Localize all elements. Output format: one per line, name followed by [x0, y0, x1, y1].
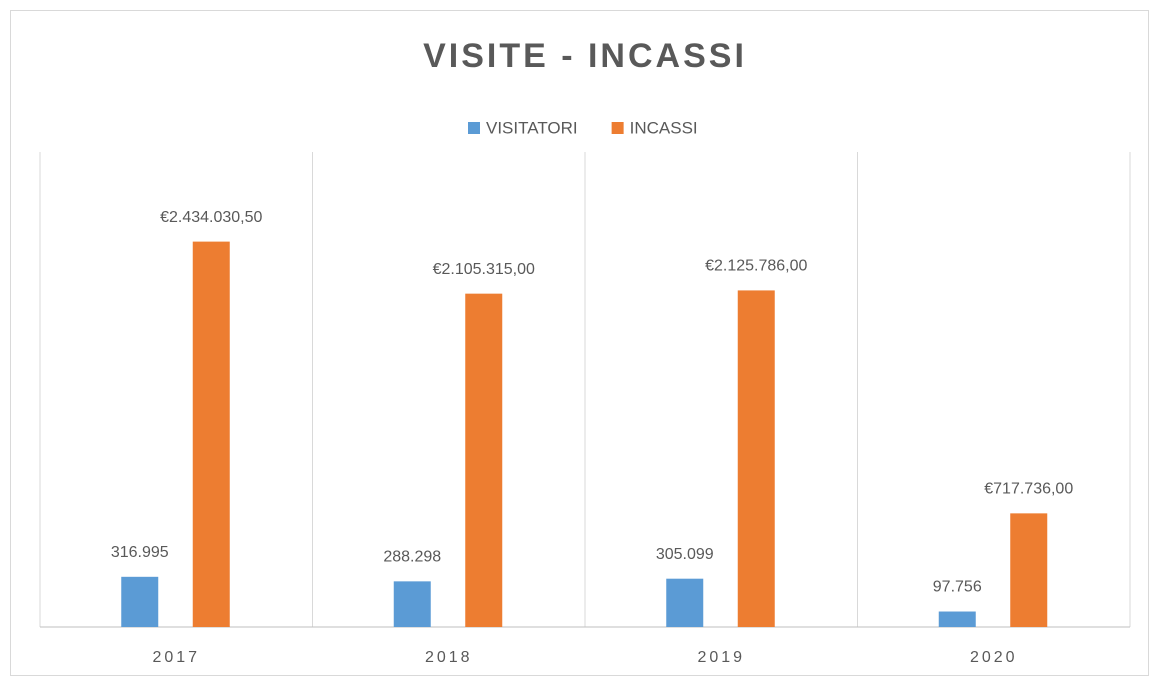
chart-border — [10, 10, 1149, 676]
legend-label: VISITATORI — [486, 118, 578, 137]
legend-label: INCASSI — [630, 118, 698, 137]
bar — [393, 581, 431, 627]
data-label: 97.756 — [933, 579, 982, 596]
data-label: €2.105.315,00 — [433, 261, 535, 278]
bar — [192, 241, 230, 628]
bar — [938, 611, 976, 627]
bar — [465, 293, 503, 627]
data-label: 288.298 — [383, 549, 441, 566]
legend-swatch — [611, 122, 624, 134]
bar — [737, 290, 775, 627]
x-tick-label: 2018 — [425, 649, 473, 666]
bar — [121, 576, 159, 627]
x-tick-label: 2020 — [970, 649, 1018, 666]
x-tick-label: 2017 — [152, 649, 200, 666]
legend-swatch — [468, 122, 480, 134]
data-label: €2.125.786,00 — [705, 258, 807, 275]
chart-title: VISITE - INCASSI — [423, 37, 747, 75]
data-label: 316.995 — [111, 544, 169, 561]
bar — [666, 578, 704, 627]
data-label: 305.099 — [656, 546, 714, 563]
bar — [1010, 513, 1048, 627]
data-label: €2.434.030,50 — [160, 209, 262, 226]
data-label: €717.736,00 — [984, 481, 1073, 498]
x-tick-label: 2019 — [697, 649, 745, 666]
